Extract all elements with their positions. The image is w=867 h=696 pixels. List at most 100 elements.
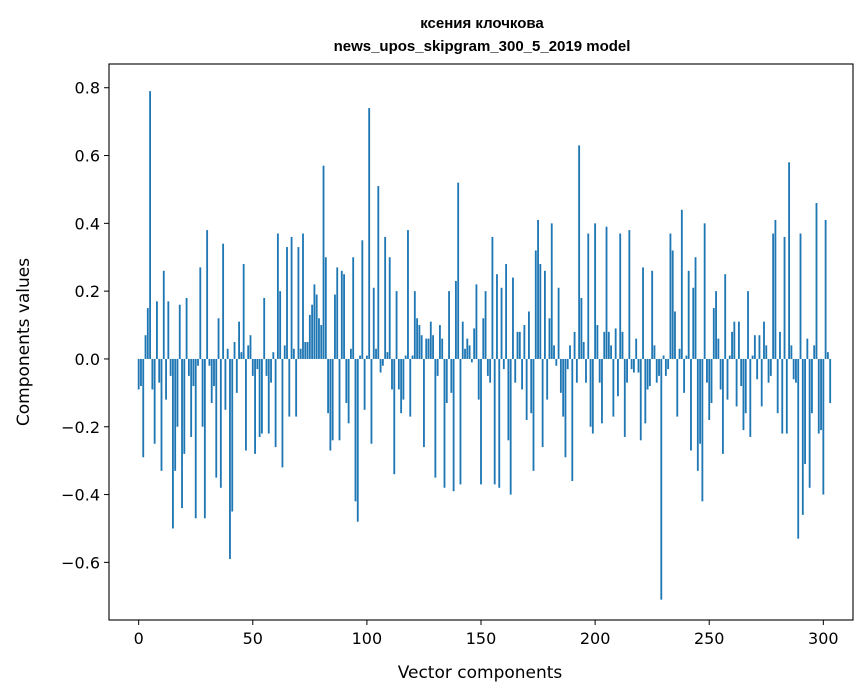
bar-component-285 [788,162,791,359]
bar-component-281 [779,331,781,359]
bar-component-55 [263,297,266,359]
bar-component-63 [281,358,284,468]
bar-component-173 [532,358,535,471]
bar-component-147 [473,328,476,359]
bar-component-57 [267,358,270,434]
bar-component-91 [345,358,348,404]
bar-component-33 [213,358,215,387]
bar-component-196 [585,358,587,383]
bar-component-200 [594,223,597,359]
bar-component-99 [363,358,366,410]
bar-component-56 [265,358,268,376]
bar-component-176 [539,264,542,359]
bar-component-128 [429,321,432,359]
bar-component-68 [292,348,295,359]
bar-component-13 [167,301,170,359]
x-tick-label-0: 0 [134,629,144,648]
y-tick-label-7: 0.8 [75,79,100,98]
bar-component-24 [192,358,195,387]
bar-component-132 [439,325,441,359]
bar-component-82 [324,257,327,359]
bar-component-104 [375,348,377,359]
bar-component-299 [820,358,822,431]
bar-component-20 [183,358,186,454]
bar-component-211 [619,233,622,359]
bar-component-142 [461,321,464,359]
bar-component-207 [610,345,612,359]
bar-component-44 [238,321,240,359]
y-tick-label-1: −0.4 [61,486,100,505]
y-axis-label: Components values [14,258,34,426]
bar-component-164 [512,277,514,359]
bar-component-294 [808,358,811,488]
bar-component-175 [537,219,539,359]
bar-component-14 [169,358,172,376]
bar-component-11 [162,270,165,359]
bar-component-131 [436,358,439,376]
bar-component-58 [270,358,272,383]
bar-component-74 [306,342,309,359]
bar-component-233 [669,233,672,359]
bar-component-84 [329,358,332,451]
bar-component-120 [411,355,414,359]
bar-component-215 [628,230,631,359]
bar-component-124 [420,335,423,359]
bar-component-64 [283,345,286,359]
bar-component-276 [767,358,770,383]
bar-component-123 [418,325,421,359]
bar-component-252 [712,308,715,359]
bar-component-102 [370,358,373,444]
bar-component-213 [623,358,626,437]
bar-component-108 [384,236,387,359]
bar-component-192 [575,358,578,383]
bar-component-83 [327,358,330,414]
bar-component-112 [393,358,396,475]
bar-component-163 [509,358,512,495]
bar-component-216 [630,358,633,370]
bar-component-144 [466,338,469,359]
bar-component-283 [783,236,786,359]
bar-component-40 [229,358,231,559]
bar-component-87 [336,267,339,359]
bar-component-273 [760,358,763,407]
bar-component-225 [651,270,654,359]
bar-component-180 [548,318,551,359]
bar-component-10 [160,358,163,471]
bar-component-29 [203,358,206,519]
bar-component-8 [156,301,158,359]
bar-component-67 [290,236,293,359]
bar-component-111 [391,358,393,390]
x-axis-label: Vector components [398,663,563,683]
bar-component-187 [564,358,567,458]
y-tick-label-5: 0.4 [75,214,100,233]
y-tick-label-4: 0.2 [75,282,100,301]
bar-component-208 [612,358,615,417]
bar-component-60 [274,358,277,448]
bar-component-153 [486,358,489,376]
bar-component-278 [772,233,775,359]
bar-component-80 [320,325,323,359]
bar-component-156 [493,358,496,485]
bar-component-170 [525,358,528,420]
bar-component-90 [343,274,345,359]
bar-component-38 [224,358,227,410]
bar-component-218 [635,338,638,359]
bar-component-97 [359,355,361,359]
bar-component-217 [633,358,635,373]
x-tick-label-200: 200 [580,629,611,648]
bar-component-96 [356,358,359,522]
bar-component-117 [404,355,407,359]
bar-component-27 [199,267,202,359]
bar-component-193 [578,145,581,359]
bar-component-9 [158,358,161,383]
bar-component-265 [742,358,745,431]
bar-component-138 [452,358,455,492]
bar-component-139 [454,280,457,359]
bar-component-47 [245,358,247,451]
bar-component-79 [318,318,320,359]
bar-component-65 [286,247,288,359]
bar-component-77 [313,284,316,359]
bar-component-116 [402,358,405,400]
bar-component-204 [603,331,606,359]
